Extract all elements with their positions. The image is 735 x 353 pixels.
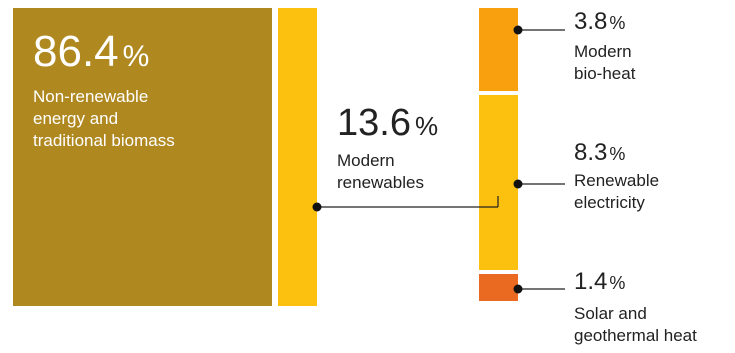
- nonren-line2: energy and: [33, 109, 119, 128]
- elec-description: Renewable electricity: [574, 170, 659, 214]
- dot-bio: [513, 25, 523, 35]
- solar-sign: %: [609, 273, 626, 293]
- nonren-line1: Non-renewable: [33, 87, 149, 106]
- elec-percent: 8.3%: [574, 141, 625, 165]
- dot-elec: [513, 179, 523, 189]
- solar-line1: Solar and: [574, 304, 647, 323]
- nonren-description: Non-renewable energy and traditional bio…: [33, 86, 175, 152]
- segment-modern-bio-heat: [479, 8, 518, 91]
- nonren-value: 86.4: [33, 27, 119, 76]
- segment-solar-geothermal-heat: [479, 274, 518, 301]
- bio-percent: 3.8%: [574, 10, 625, 34]
- modern-line2: renewables: [337, 173, 424, 192]
- elec-value: 8.3: [574, 139, 608, 166]
- modern-percent: 13.6%: [337, 104, 438, 142]
- nonren-sign: %: [122, 40, 150, 73]
- nonren-percent: 86.4%: [33, 30, 149, 74]
- bar-non-renewable: [13, 8, 272, 306]
- solar-percent: 1.4%: [574, 270, 625, 294]
- bar-modern-renewables: [278, 8, 317, 306]
- bio-line2: bio-heat: [574, 64, 636, 83]
- modern-sign: %: [414, 111, 439, 141]
- modern-value: 13.6: [337, 102, 411, 144]
- bio-line1: Modern: [574, 42, 632, 61]
- nonren-line3: traditional biomass: [33, 131, 175, 150]
- solar-line2: geothermal heat: [574, 326, 697, 345]
- solar-description: Solar and geothermal heat: [574, 303, 697, 347]
- elec-sign: %: [609, 144, 626, 164]
- dot-solar: [513, 284, 523, 294]
- dot-modern: [312, 202, 322, 212]
- bio-value: 3.8: [574, 8, 608, 35]
- modern-line1: Modern: [337, 151, 395, 170]
- elec-line1: Renewable: [574, 171, 660, 190]
- bio-description: Modern bio-heat: [574, 41, 635, 85]
- modern-description: Modern renewables: [337, 150, 424, 194]
- segment-renewable-electricity: [479, 95, 518, 270]
- bio-sign: %: [609, 13, 626, 33]
- solar-value: 1.4: [574, 268, 608, 295]
- elec-line2: electricity: [574, 193, 645, 212]
